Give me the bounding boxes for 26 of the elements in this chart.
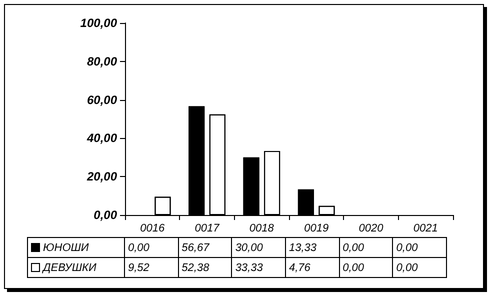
legend-label: ДЕВУШКИ [28, 258, 124, 278]
data-label: 0,00 [392, 258, 446, 278]
y-tick-label: 20,00 [86, 170, 118, 184]
data-label: 52,38 [178, 258, 232, 278]
y-tick-label: 60,00 [86, 92, 118, 107]
data-label: 0,00 [392, 238, 446, 258]
legend-label: ЮНОШИ [28, 238, 124, 258]
data-label: 56,67 [178, 238, 232, 258]
data-label: 0,00 [339, 238, 393, 258]
x-tick-label: 0021 [413, 222, 438, 234]
y-tick-label: 80,00 [86, 54, 118, 68]
data-label: 0,00 [124, 238, 178, 258]
data-label: 33,33 [232, 258, 286, 278]
data-label: 4,76 [285, 258, 340, 278]
x-tick-label: 0019 [304, 222, 329, 234]
data-label: 13,33 [285, 238, 340, 258]
data-label: 30,00 [232, 238, 286, 258]
data-label: 0,00 [339, 258, 393, 278]
y-tick-label: 0,00 [94, 208, 118, 222]
x-tick-label: 0018 [249, 222, 275, 234]
y-tick-label: 100,00 [80, 16, 118, 30]
x-tick-label: 0017 [194, 222, 220, 234]
y-tick-label: 40,00 [86, 131, 118, 146]
data-label: 9,52 [124, 258, 178, 278]
x-tick-label: 0020 [358, 222, 384, 234]
x-tick-label: 0016 [140, 222, 166, 234]
